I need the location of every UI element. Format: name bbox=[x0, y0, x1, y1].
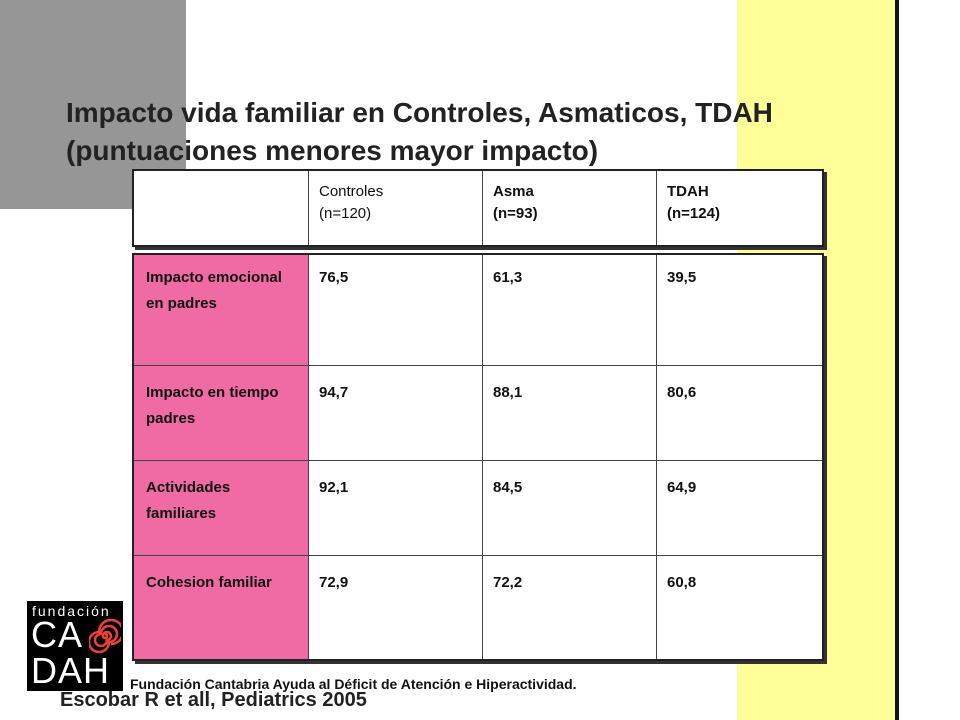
table-row: Actividades familiares 92,1 84,5 64,9 bbox=[134, 460, 822, 555]
row-label: Impacto en tiempo padres bbox=[134, 366, 308, 460]
table-header: Controles (n=120) Asma (n=93) TDAH (n=12… bbox=[132, 169, 824, 247]
slide-title: Impacto vida familiar en Controles, Asma… bbox=[66, 94, 926, 170]
spiral-icon bbox=[89, 619, 121, 653]
row-label: Cohesion familiar bbox=[134, 556, 308, 659]
header-name: Controles bbox=[319, 183, 384, 200]
cell-controles: 76,5 bbox=[308, 255, 482, 365]
header-tdah: TDAH (n=124) bbox=[656, 171, 826, 245]
cell-tdah: 64,9 bbox=[656, 461, 826, 555]
footer-text: Fundación Cantabria Ayuda al Déficit de … bbox=[130, 676, 577, 692]
header-asma: Asma (n=93) bbox=[482, 171, 656, 245]
table-row: Impacto en tiempo padres 94,7 88,1 80,6 bbox=[134, 365, 822, 460]
table-row: Cohesion familiar 72,9 72,2 60,8 bbox=[134, 555, 822, 659]
cell-controles: 72,9 bbox=[308, 556, 482, 659]
cell-tdah: 39,5 bbox=[656, 255, 826, 365]
cell-asma: 72,2 bbox=[482, 556, 656, 659]
header-controles: Controles (n=120) bbox=[308, 171, 482, 245]
cell-tdah: 80,6 bbox=[656, 366, 826, 460]
cell-tdah: 60,8 bbox=[656, 556, 826, 659]
cell-controles: 94,7 bbox=[308, 366, 482, 460]
header-name: TDAH bbox=[667, 183, 709, 200]
cell-controles: 92,1 bbox=[308, 461, 482, 555]
title-line-1: Impacto vida familiar en Controles, Asma… bbox=[66, 97, 773, 128]
header-name: Asma bbox=[493, 183, 534, 200]
header-n: (n=120) bbox=[319, 205, 372, 222]
cadah-logo: fundación CA DAH bbox=[27, 601, 123, 691]
cell-asma: 88,1 bbox=[482, 366, 656, 460]
row-label: Impacto emocional en padres bbox=[134, 255, 308, 365]
header-n: (n=124) bbox=[667, 205, 720, 222]
row-label: Actividades familiares bbox=[134, 461, 308, 555]
cell-asma: 61,3 bbox=[482, 255, 656, 365]
cell-asma: 84,5 bbox=[482, 461, 656, 555]
logo-top-text: fundación bbox=[32, 603, 111, 619]
logo-line-1: CA bbox=[31, 614, 84, 655]
table-row: Impacto emocional en padres 76,5 61,3 39… bbox=[134, 255, 822, 365]
header-n: (n=93) bbox=[493, 205, 538, 222]
data-table: Impacto emocional en padres 76,5 61,3 39… bbox=[132, 253, 824, 661]
title-line-2: (puntuaciones menores mayor impacto) bbox=[66, 135, 599, 166]
vertical-divider-line bbox=[895, 0, 899, 720]
logo-line-2: DAH bbox=[31, 650, 111, 691]
citation: Escobar R et all, Pediatrics 2005 bbox=[60, 689, 367, 711]
